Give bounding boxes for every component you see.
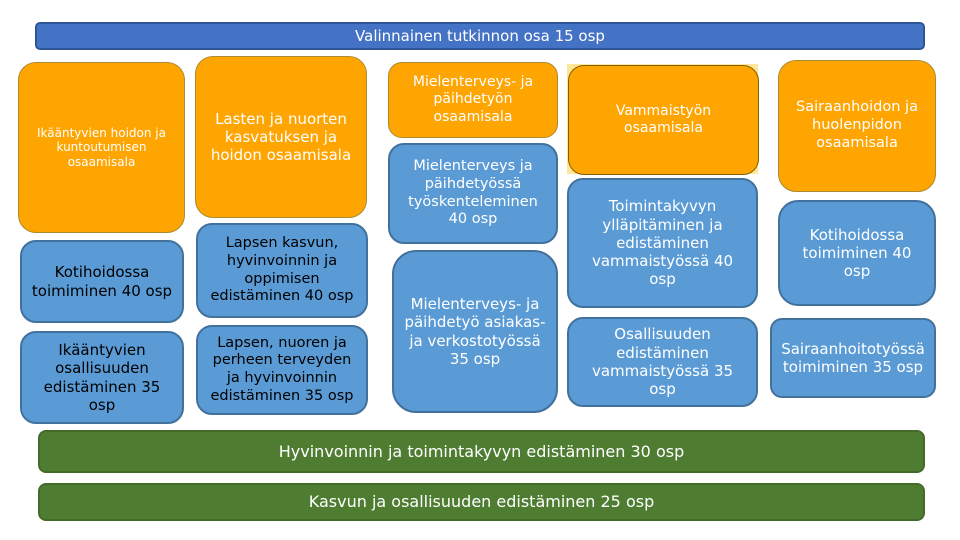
unit-kotihoidossa-toimiminen-40: Kotihoidossa toimiminen 40 osp [20, 240, 184, 323]
unit-lapsen-nuoren-perheen-35: Lapsen, nuoren ja perheen terveyden ja h… [196, 325, 368, 415]
header-sairaanhoidon-osaamisala: Sairaanhoidon ja huolenpidon osaamisala [778, 60, 936, 192]
unit-mielenterveys-tyoskenteleminen-40: Mielenterveys ja päihdetyössä työskentel… [388, 143, 558, 244]
header-vammaistyon-highlight: Vammaistyön osaamisala [567, 64, 759, 175]
unit-ikaantyvien-osallisuuden-35: Ikääntyvien osallisuuden edistäminen 35 … [20, 331, 184, 424]
banner-kasvun-osallisuuden-25: Kasvun ja osallisuuden edistäminen 25 os… [38, 483, 925, 521]
unit-mielenterveys-verkostotyossa-35: Mielenterveys- ja päihdetyö asiakas- ja … [392, 250, 558, 413]
unit-osallisuuden-vammaistyossa-35: Osallisuuden edistäminen vammaistyössä 3… [567, 317, 758, 407]
banner-hyvinvoinnin-edistaminen-30: Hyvinvoinnin ja toimintakyvyn edistämine… [38, 430, 925, 473]
header-ikaantyvien-osaamisala: Ikääntyvien hoidon ja kuntoutumisen osaa… [18, 62, 185, 233]
unit-sairaanhoitotyossa-35: Sairaanhoitotyössä toimiminen 35 osp [770, 318, 936, 398]
header-vammaistyon-osaamisala: Vammaistyön osaamisala [568, 65, 759, 175]
optional-unit-banner: Valinnainen tutkinnon osa 15 osp [35, 22, 925, 50]
unit-kotihoidossa-toimiminen-40-sh: Kotihoidossa toimiminen 40 osp [778, 200, 936, 306]
header-lasten-nuorten-osaamisala: Lasten ja nuorten kasvatuksen ja hoidon … [195, 56, 367, 218]
unit-toimintakyvyn-yllapitaminen-40: Toimintakyvyn ylläpitäminen ja edistämin… [567, 178, 758, 308]
unit-lapsen-kasvun-40: Lapsen kasvun, hyvinvoinnin ja oppimisen… [196, 223, 368, 318]
header-mielenterveys-osaamisala: Mielenterveys- ja päihdetyön osaamisala [388, 62, 558, 138]
